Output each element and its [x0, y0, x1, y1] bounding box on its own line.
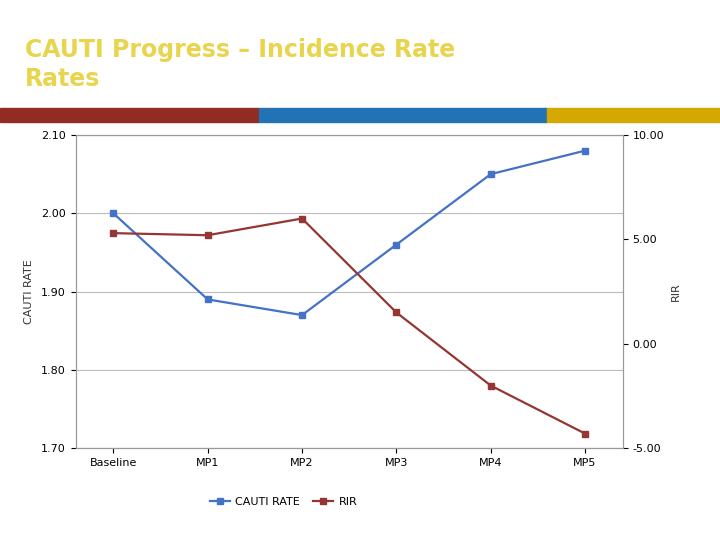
RIR	[487, 382, 495, 389]
Y-axis label: CAUTI RATE: CAUTI RATE	[24, 259, 34, 324]
Line: CAUTI RATE: CAUTI RATE	[110, 147, 588, 319]
Line: RIR: RIR	[110, 215, 588, 437]
CAUTI RATE	[203, 296, 212, 303]
RIR	[109, 230, 117, 237]
Bar	[547, 108, 720, 122]
CAUTI RATE	[581, 147, 590, 154]
Y-axis label: RIR: RIR	[671, 282, 681, 301]
RIR	[203, 232, 212, 239]
RIR	[581, 430, 590, 437]
CAUTI RATE	[297, 312, 306, 319]
CAUTI RATE	[392, 241, 401, 248]
RIR	[297, 215, 306, 222]
CAUTI RATE	[487, 171, 495, 178]
Legend: CAUTI RATE, RIR: CAUTI RATE, RIR	[205, 492, 362, 511]
Bar	[259, 108, 547, 122]
Bar	[0, 108, 259, 122]
Text: CAUTI Progress – Incidence Rate
Rates: CAUTI Progress – Incidence Rate Rates	[25, 38, 456, 91]
RIR	[392, 309, 401, 316]
CAUTI RATE	[109, 210, 117, 217]
